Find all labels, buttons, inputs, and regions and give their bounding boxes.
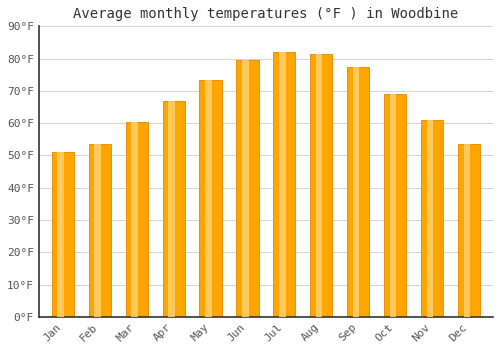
Title: Average monthly temperatures (°F ) in Woodbine: Average monthly temperatures (°F ) in Wo… (74, 7, 458, 21)
Bar (279, 52, 285, 317)
Bar (310, 54, 332, 317)
Bar (205, 79, 212, 317)
Bar (52, 152, 74, 317)
Bar (200, 79, 222, 317)
Bar (426, 120, 433, 317)
Bar (316, 54, 322, 317)
Bar (242, 60, 248, 317)
Bar (352, 66, 360, 317)
Bar (94, 144, 101, 317)
Bar (274, 52, 295, 317)
Bar (236, 60, 258, 317)
Bar (384, 94, 406, 317)
Bar (421, 120, 443, 317)
Bar (126, 121, 148, 317)
Bar (88, 144, 111, 317)
Bar (458, 144, 480, 317)
Bar (347, 66, 370, 317)
Bar (58, 152, 64, 317)
Bar (131, 121, 138, 317)
Bar (390, 94, 396, 317)
Bar (162, 100, 184, 317)
Bar (168, 100, 174, 317)
Bar (464, 144, 470, 317)
